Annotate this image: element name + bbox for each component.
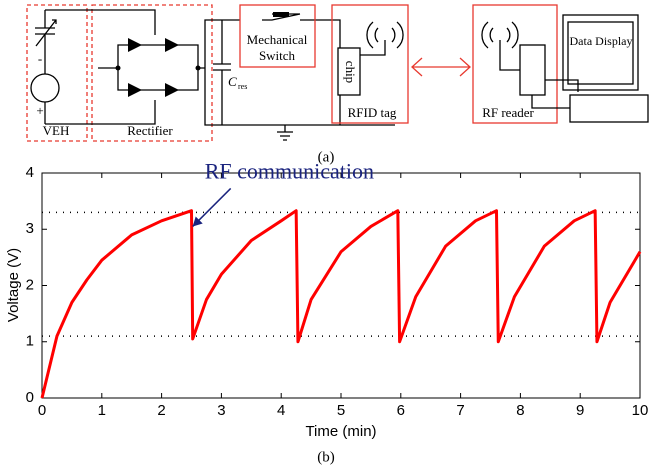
label: res xyxy=(238,82,247,91)
double-arrow xyxy=(411,57,471,77)
x-tick-label: 9 xyxy=(576,402,584,419)
y-tick-label: 4 xyxy=(26,164,34,181)
label: Rectifier xyxy=(127,123,173,138)
y-axis-label: Voltage (V) xyxy=(5,248,22,322)
keyboard xyxy=(569,94,649,123)
plot-frame xyxy=(41,172,641,399)
rectifier-box xyxy=(91,4,213,142)
rfid-box xyxy=(331,4,409,124)
circuit-diagram: VEH + - Rectifier C res Mechanical Switc… xyxy=(26,4,649,165)
x-tick-label: 7 xyxy=(456,402,464,419)
x-axis-label: Time (min) xyxy=(305,423,376,440)
label: chip xyxy=(343,61,358,83)
annotation-arrowhead xyxy=(192,216,203,227)
node xyxy=(195,65,201,71)
x-tick-label: 0 xyxy=(38,402,46,419)
switch-box xyxy=(239,4,316,68)
x-tick-label: 3 xyxy=(217,402,225,419)
y-tick-label: 0 xyxy=(26,389,34,406)
wire xyxy=(213,19,341,141)
label: Data Display xyxy=(570,34,633,48)
x-tick-label: 6 xyxy=(397,402,405,419)
y-tick-label: 2 xyxy=(26,276,34,293)
veh-box xyxy=(26,4,88,142)
voltage-line xyxy=(40,209,642,399)
chart: Time (min) Voltage (V) (b) 0 1 2 3 4 5 6 7 8 9 10 0… xyxy=(5,158,648,465)
label: - xyxy=(38,51,42,66)
x-tick-label: 5 xyxy=(337,402,345,419)
y-tick-label: 1 xyxy=(26,333,34,350)
label: RF reader xyxy=(482,105,534,120)
x-tick-label: 1 xyxy=(98,402,106,419)
monitor xyxy=(562,14,639,91)
x-tick-label: 10 xyxy=(632,402,649,419)
caption: (a) xyxy=(318,149,335,165)
variable-cap xyxy=(35,19,57,47)
reader-unit xyxy=(519,44,546,96)
node xyxy=(115,65,121,71)
source xyxy=(30,73,60,103)
label: VEH xyxy=(43,123,70,138)
x-tick-label: 4 xyxy=(277,402,285,419)
reader-box xyxy=(472,4,558,124)
x-tick-label: 2 xyxy=(157,402,165,419)
screen xyxy=(567,21,634,85)
label: C xyxy=(228,74,237,89)
label: Switch xyxy=(259,48,296,63)
caption: (b) xyxy=(317,449,335,465)
chip-box xyxy=(337,47,361,96)
switch-button xyxy=(273,12,289,17)
reader-wire xyxy=(481,21,579,109)
y-tick-label: 3 xyxy=(26,220,34,237)
x-tick-label: 8 xyxy=(516,402,524,419)
label: Mechanical xyxy=(247,32,308,47)
label: RFID tag xyxy=(348,105,397,120)
annotation: RF communication xyxy=(205,158,374,183)
label: + xyxy=(36,103,43,118)
diode xyxy=(128,38,179,97)
antenna xyxy=(360,21,404,56)
wire xyxy=(35,9,156,125)
